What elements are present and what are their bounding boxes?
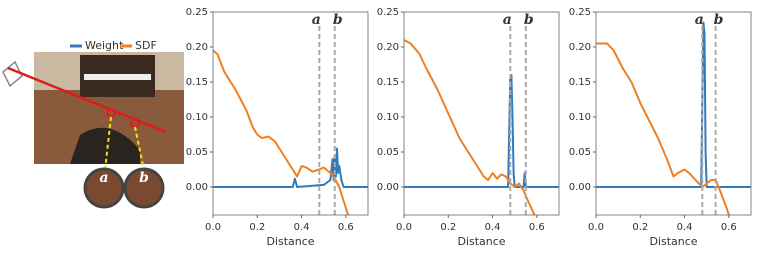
x-tick-label: 0.2 [249, 222, 265, 233]
x-tick-label: 0.0 [588, 222, 604, 233]
x-tick-label: 0.2 [632, 222, 648, 233]
y-tick-label: 0.15 [186, 77, 208, 88]
marker-label: a [312, 12, 321, 28]
patch-a [83, 167, 125, 209]
plot [213, 49, 368, 215]
y-tick-label: 0.20 [186, 42, 208, 53]
series-line [213, 147, 368, 188]
plot-frame [595, 11, 752, 216]
y-tick-label: 0.10 [377, 112, 399, 123]
y-tick-label: 0.00 [569, 182, 591, 193]
patch-label: b [139, 170, 149, 186]
marker-label: b [714, 12, 724, 28]
marker-label: b [524, 12, 534, 28]
x-tick-label: 0.6 [529, 222, 545, 233]
marker-label: b [333, 12, 343, 28]
x-tick-label: 0.6 [338, 222, 354, 233]
piano-keys [84, 74, 151, 80]
y-tick-label: 0.00 [186, 182, 208, 193]
x-tick-label: 0.4 [294, 222, 310, 233]
guide-b [134, 126, 145, 171]
x-axis-label: Distance [457, 235, 505, 248]
marker-label: a [695, 12, 704, 28]
y-tick-label: 0.25 [377, 7, 399, 18]
y-tick-label: 0.20 [377, 42, 399, 53]
series-line [596, 42, 730, 215]
illustration: a b [2, 52, 184, 209]
y-tick-label: 0.10 [569, 112, 591, 123]
x-tick-label: 0.2 [440, 222, 456, 233]
marker-label: a [503, 12, 512, 28]
x-tick-label: 0.6 [721, 222, 737, 233]
plot-frame [403, 11, 560, 216]
x-axis-label: Distance [266, 235, 314, 248]
y-tick-label: 0.15 [569, 77, 591, 88]
y-tick-label: 0.05 [569, 147, 591, 158]
x-axis-label: Distance [649, 235, 697, 248]
series-line [404, 39, 536, 215]
y-tick-label: 0.10 [186, 112, 208, 123]
patch-label: a [99, 170, 108, 186]
series-line [213, 49, 350, 215]
plot [404, 39, 559, 215]
y-tick-label: 0.20 [569, 42, 591, 53]
legend-label: SDF [135, 39, 157, 52]
patch-b [123, 167, 165, 209]
y-tick-label: 0.00 [377, 182, 399, 193]
y-tick-label: 0.05 [186, 147, 208, 158]
plot [596, 21, 751, 215]
series-line [404, 74, 559, 188]
y-tick-label: 0.25 [569, 7, 591, 18]
guide-a [104, 116, 112, 171]
x-tick-label: 0.0 [205, 222, 221, 233]
legend-label: Weight [85, 39, 124, 52]
x-tick-label: 0.4 [677, 222, 693, 233]
y-tick-label: 0.05 [377, 147, 399, 158]
x-tick-label: 0.4 [485, 222, 501, 233]
series-line [596, 21, 751, 188]
y-tick-label: 0.15 [377, 77, 399, 88]
x-tick-label: 0.0 [396, 222, 412, 233]
chair [70, 127, 140, 164]
y-tick-label: 0.25 [186, 7, 208, 18]
plot-frame [212, 11, 369, 216]
camera-icon [2, 60, 23, 88]
